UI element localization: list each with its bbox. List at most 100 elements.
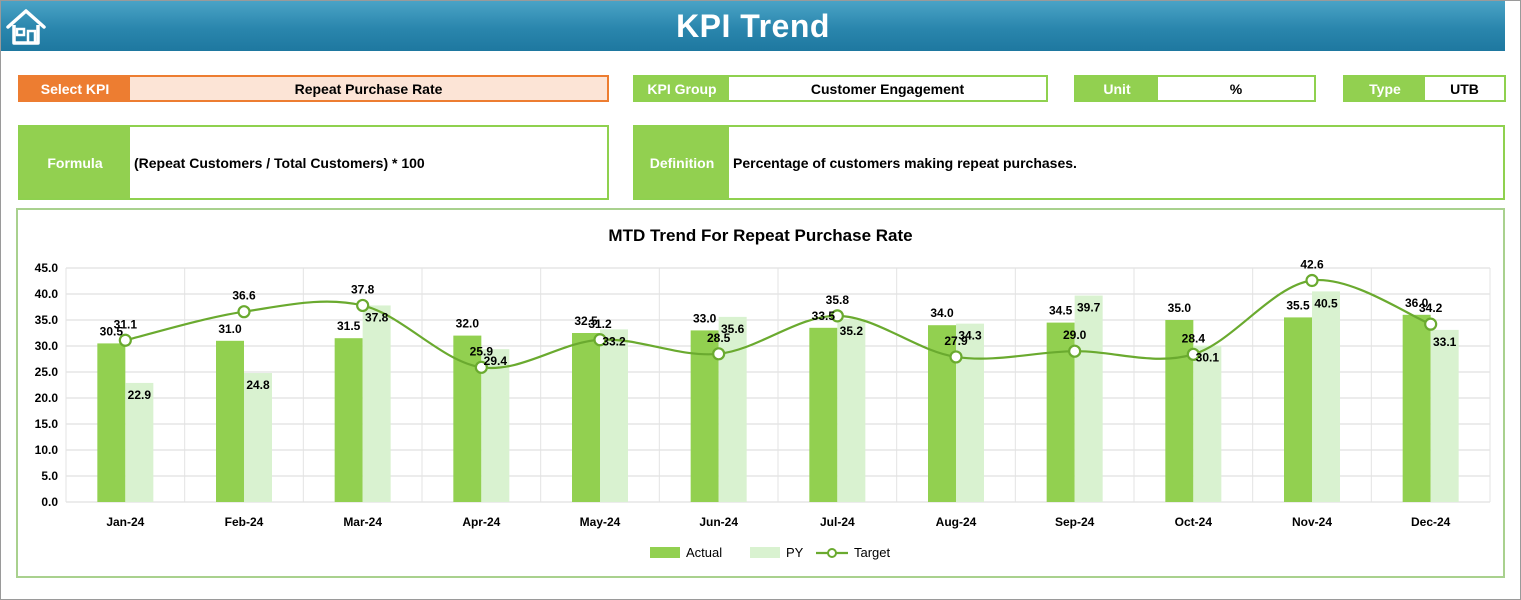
target-point [949, 350, 963, 364]
data-label-py: 24.8 [246, 378, 270, 392]
target-point [474, 360, 488, 374]
x-tick-label: Oct-24 [1175, 515, 1213, 529]
y-tick-label: 15.0 [35, 417, 59, 431]
x-tick-label: Jun-24 [699, 515, 738, 529]
data-label-target: 27.9 [944, 334, 968, 348]
unit-field: Unit % [1074, 75, 1316, 102]
bar-py [125, 382, 154, 502]
header-bar: KPI Trend [1, 1, 1505, 51]
data-label-actual: 31.0 [218, 322, 242, 336]
bar-actual [1402, 314, 1431, 502]
bar-actual [572, 333, 600, 502]
page-title: KPI Trend [676, 7, 830, 44]
data-label-target: 25.9 [470, 344, 494, 358]
kpi-group-value: Customer Engagement [729, 77, 1046, 100]
data-label-py: 29.4 [484, 354, 508, 368]
data-label-actual: 34.0 [930, 306, 954, 320]
x-tick-label: Aug-24 [936, 515, 977, 529]
data-label-target: 28.5 [707, 331, 731, 345]
bar-py [1312, 291, 1340, 502]
data-label-py: 40.5 [1314, 296, 1338, 310]
bar-py [956, 323, 984, 502]
data-label-actual: 33.5 [812, 309, 836, 323]
bar-py [244, 373, 272, 502]
bar-py [362, 305, 391, 502]
bar-py [1430, 329, 1459, 502]
data-label-target: 35.8 [826, 293, 850, 307]
data-label-py: 22.9 [128, 388, 152, 402]
select-kpi-dropdown[interactable]: Repeat Purchase Rate [130, 77, 607, 100]
data-label-actual: 35.5 [1286, 298, 1310, 312]
data-label-py: 34.3 [958, 329, 982, 343]
mtd-trend-chart: 0.0 5.0 10.0 15.0 20.0 25.0 30.0 35.0 40.0 45.0 Ja… [35, 257, 1491, 560]
x-tick-label: Feb-24 [225, 515, 264, 529]
chart-title: MTD Trend For Repeat Purchase Rate [608, 226, 913, 245]
data-label-target: 37.8 [351, 282, 375, 296]
data-label-actual: 30.5 [100, 324, 124, 338]
bar-py [837, 318, 866, 502]
y-tick-label: 10.0 [35, 443, 59, 457]
data-label-target: 42.6 [1300, 257, 1324, 271]
y-tick-label: 30.0 [35, 339, 59, 353]
data-label-actual: 34.5 [1049, 304, 1073, 318]
data-label-actual: 35.0 [1168, 301, 1192, 315]
data-label-actual: 36.0 [1405, 296, 1429, 310]
select-kpi-field[interactable]: Select KPI Repeat Purchase Rate [18, 75, 609, 102]
target-point [830, 309, 844, 323]
definition-value: Percentage of customers making repeat pu… [729, 127, 1503, 198]
bar-actual [97, 343, 126, 502]
target-point [237, 305, 251, 319]
legend-label-target: Target [854, 545, 891, 560]
bar-actual [809, 327, 838, 502]
data-label-target: 34.2 [1419, 301, 1443, 315]
definition-label: Definition [635, 127, 729, 198]
unit-label: Unit [1076, 77, 1158, 100]
target-point [1186, 347, 1200, 361]
data-label-actual: 33.0 [693, 311, 717, 325]
x-tick-label: May-24 [580, 515, 621, 529]
data-label-py: 33.1 [1433, 335, 1457, 349]
legend-swatch-target-marker [827, 548, 837, 558]
bar-actual [216, 340, 244, 502]
bar-py [1193, 345, 1222, 502]
x-tick-label: Apr-24 [462, 515, 500, 529]
bar-actual [928, 325, 956, 502]
data-label-py: 35.6 [721, 322, 745, 336]
data-label-py: 37.8 [365, 310, 389, 324]
data-label-target: 36.6 [232, 289, 256, 303]
legend-swatch-actual [650, 547, 680, 558]
data-label-target: 31.1 [114, 317, 138, 331]
chart-panel: MTD Trend For Repeat Purchase Rate 0.0 5.… [16, 208, 1505, 578]
legend-swatch-py [750, 547, 780, 558]
definition-field: Definition Percentage of customers makin… [633, 125, 1505, 200]
x-tick-label: Dec-24 [1411, 515, 1451, 529]
data-label-actual: 32.5 [574, 314, 598, 328]
legend-label-py: PY [786, 545, 804, 560]
target-point [118, 333, 132, 347]
kpi-group-label: KPI Group [635, 77, 729, 100]
home-icon[interactable] [5, 7, 47, 47]
x-tick-label: Jan-24 [106, 515, 144, 529]
x-tick-label: Nov-24 [1292, 515, 1332, 529]
y-tick-label: 5.0 [41, 469, 58, 483]
data-label-target: 29.0 [1063, 328, 1087, 342]
bar-py [481, 349, 510, 502]
bar-py [1074, 295, 1103, 502]
data-label-target: 28.4 [1182, 331, 1206, 345]
data-label-py: 33.2 [602, 334, 626, 348]
target-point [593, 333, 607, 347]
formula-value: (Repeat Customers / Total Customers) * 1… [130, 127, 607, 198]
bar-py [600, 329, 628, 502]
unit-value: % [1158, 77, 1314, 100]
data-label-py: 35.2 [840, 324, 864, 338]
type-value: UTB [1425, 77, 1504, 100]
x-tick-label: Mar-24 [343, 515, 382, 529]
data-label-actual: 32.0 [456, 317, 480, 331]
select-kpi-label: Select KPI [20, 77, 130, 100]
type-field: Type UTB [1343, 75, 1506, 102]
x-tick-label: Sep-24 [1055, 515, 1095, 529]
bar-actual [1284, 317, 1312, 502]
target-point [1068, 344, 1082, 358]
data-label-actual: 31.5 [337, 319, 361, 333]
kpi-group-field: KPI Group Customer Engagement [633, 75, 1048, 102]
